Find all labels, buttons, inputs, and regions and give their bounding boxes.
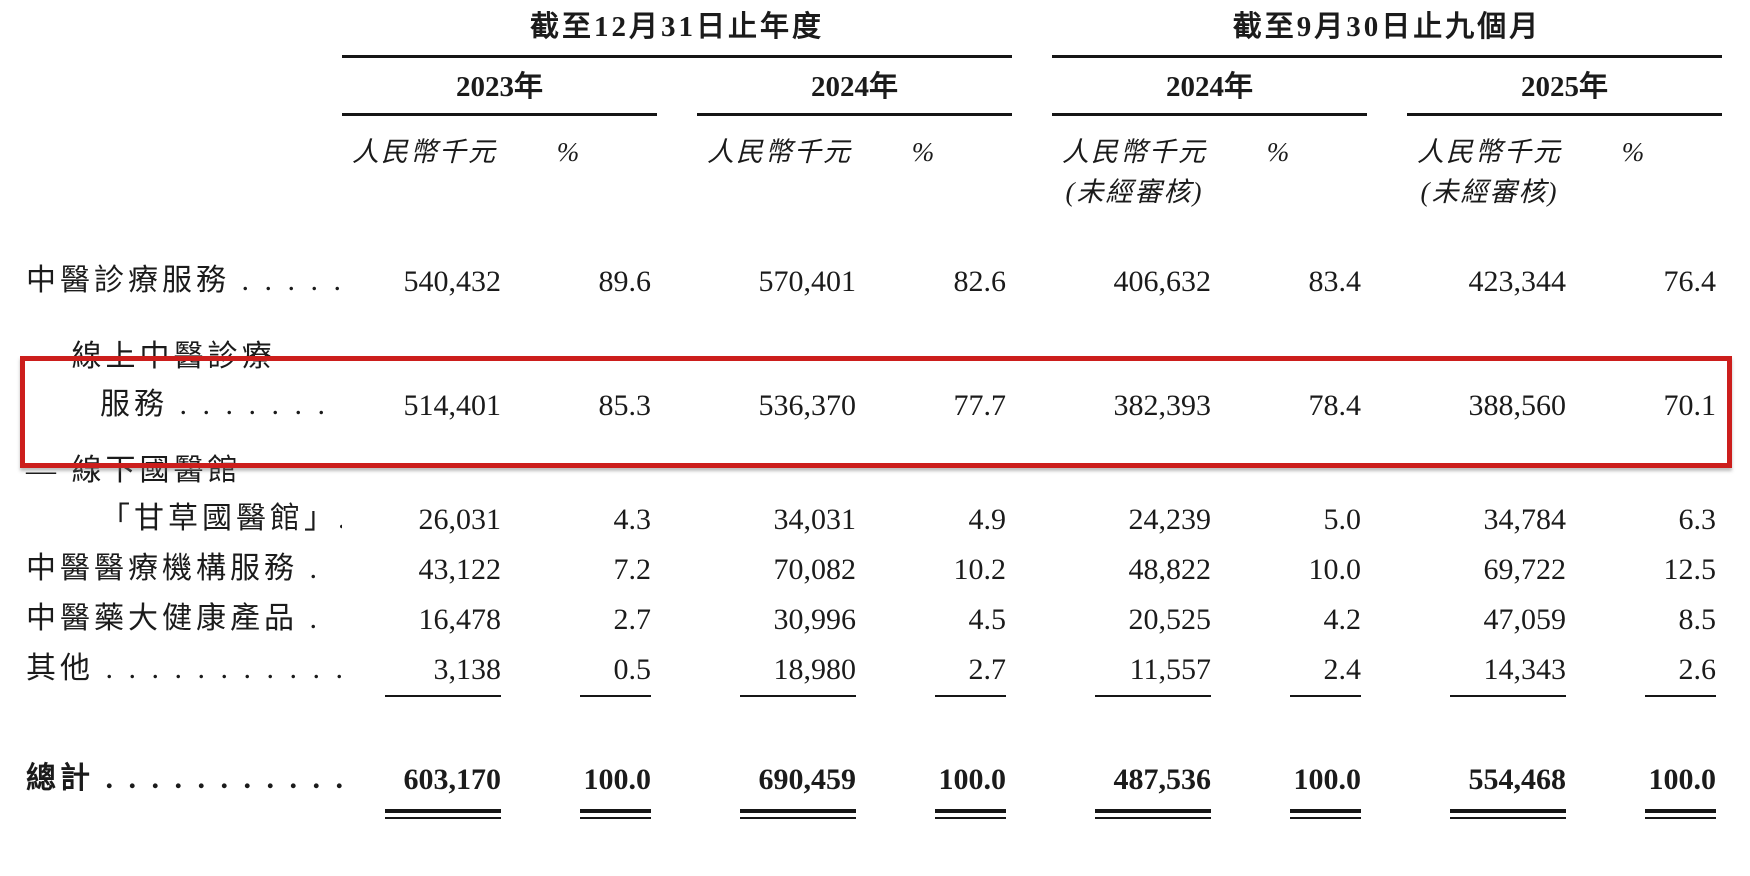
value-cell: 536,370 — [758, 389, 857, 422]
value-cell: 69,722 — [1483, 553, 1567, 586]
double-rule — [1645, 809, 1717, 819]
single-rule — [1290, 695, 1361, 697]
percent-header: % — [1266, 136, 1290, 167]
percent-header: % — [1621, 136, 1645, 167]
value-cell: 382,393 — [1113, 389, 1212, 422]
value-cell: 24,239 — [1128, 503, 1212, 536]
value-cell: 540,432 — [403, 265, 502, 298]
row-label: 中醫醫療機構服務 . — [26, 552, 321, 585]
value-cell: 406,632 — [1113, 265, 1212, 298]
row-label: 中醫診療服務 . . . . . — [26, 264, 342, 297]
percent-cell: 89.6 — [598, 265, 652, 298]
rmb-unit-header: 人民幣千元 — [1417, 136, 1562, 167]
double-rule — [1290, 809, 1361, 819]
percent-cell: 82.6 — [953, 265, 1007, 298]
unaudited-note: (未經審核) — [1420, 176, 1559, 207]
percent-cell: 12.5 — [1663, 553, 1717, 586]
row-label: — 線下國醫館 — [26, 454, 242, 487]
value-cell: 423,344 — [1468, 265, 1567, 298]
value-cell: 16,478 — [418, 603, 502, 636]
percent-cell: 85.3 — [598, 389, 652, 422]
single-rule — [1450, 695, 1566, 697]
percent-header: % — [556, 136, 580, 167]
value-cell: 3,138 — [433, 653, 502, 686]
rmb-unit-header: 人民幣千元 — [1062, 136, 1207, 167]
unaudited-note: (未經審核) — [1065, 176, 1204, 207]
value-cell: 514,401 — [403, 389, 502, 422]
total-label: 總計 . . . . . . . . . . . . . — [26, 762, 342, 795]
single-rule — [740, 695, 856, 697]
value-cell: 48,822 — [1128, 553, 1212, 586]
single-rule — [1095, 695, 1211, 697]
value-cell: 11,557 — [1129, 653, 1211, 686]
rmb-unit-header: 人民幣千元 — [352, 136, 497, 167]
percent-cell: 78.4 — [1308, 389, 1362, 422]
double-rule — [1095, 809, 1211, 819]
row-label: — 線上中醫診療 — [26, 340, 276, 373]
percent-cell: 7.2 — [613, 553, 652, 586]
value-cell: 34,784 — [1483, 503, 1567, 536]
value-cell: 70,082 — [773, 553, 857, 586]
row-label-continued: 「甘草國醫館」. . — [100, 502, 342, 535]
value-cell: 570,401 — [758, 265, 857, 298]
value-cell: 20,525 — [1128, 603, 1212, 636]
percent-cell: 2.6 — [1678, 653, 1717, 686]
double-rule — [1450, 809, 1566, 819]
single-rule — [385, 695, 501, 697]
value-cell: 18,980 — [773, 653, 857, 686]
row-label-continued: 服務 . . . . . . . . . . — [100, 388, 342, 421]
value-cell: 43,122 — [418, 553, 502, 586]
total-value-cell: 554,468 — [1468, 763, 1567, 796]
total-value-cell: 690,459 — [758, 763, 857, 796]
row-label: 其他 . . . . . . . . . . . . . . — [26, 652, 342, 685]
single-rule — [1645, 695, 1717, 697]
percent-cell: 4.3 — [613, 503, 652, 536]
total-percent-cell: 100.0 — [583, 763, 652, 796]
value-cell: 26,031 — [418, 503, 502, 536]
percent-cell: 5.0 — [1323, 503, 1362, 536]
percent-cell: 0.5 — [613, 653, 652, 686]
percent-cell: 2.7 — [613, 603, 652, 636]
revenue-breakdown-table: 截至12月31日止年度 截至9月30日止九個月 2023年 2024年 2024… — [22, 0, 1723, 828]
percent-cell: 4.2 — [1323, 603, 1362, 636]
percent-cell: 10.0 — [1308, 553, 1362, 586]
total-percent-cell: 100.0 — [1648, 763, 1717, 796]
value-cell: 30,996 — [773, 603, 857, 636]
year-header-2025-9m: 2025年 — [1407, 56, 1723, 116]
percent-cell: 4.5 — [968, 603, 1007, 636]
year-header-2023: 2023年 — [342, 56, 657, 116]
year-header-2024-9m: 2024年 — [1052, 56, 1367, 116]
double-rule — [385, 809, 501, 819]
total-value-cell: 603,170 — [403, 763, 502, 796]
total-percent-cell: 100.0 — [938, 763, 1007, 796]
percent-cell: 2.4 — [1323, 653, 1362, 686]
double-rule — [740, 809, 856, 819]
percent-cell: 4.9 — [968, 503, 1007, 536]
percent-cell: 83.4 — [1308, 265, 1362, 298]
value-cell: 47,059 — [1483, 603, 1567, 636]
value-cell: 14,343 — [1483, 653, 1567, 686]
period-group-title-9m: 截至9月30日止九個月 — [1052, 0, 1723, 58]
single-rule — [935, 695, 1006, 697]
rmb-unit-header: 人民幣千元 — [707, 136, 852, 167]
percent-cell: 2.7 — [968, 653, 1007, 686]
value-cell: 388,560 — [1468, 389, 1567, 422]
total-percent-cell: 100.0 — [1293, 763, 1362, 796]
percent-cell: 76.4 — [1663, 265, 1717, 298]
single-rule — [580, 695, 651, 697]
period-group-title-fy: 截至12月31日止年度 — [342, 0, 1012, 58]
percent-header: % — [911, 136, 935, 167]
percent-cell: 77.7 — [953, 389, 1007, 422]
percent-cell: 8.5 — [1678, 603, 1717, 636]
percent-cell: 6.3 — [1678, 503, 1717, 536]
double-rule — [935, 809, 1006, 819]
percent-cell: 70.1 — [1663, 389, 1717, 422]
total-value-cell: 487,536 — [1113, 763, 1212, 796]
year-header-2024fy: 2024年 — [697, 56, 1012, 116]
percent-cell: 10.2 — [953, 553, 1007, 586]
double-rule — [580, 809, 651, 819]
row-label: 中醫藥大健康產品 . — [26, 602, 321, 635]
value-cell: 34,031 — [773, 503, 857, 536]
